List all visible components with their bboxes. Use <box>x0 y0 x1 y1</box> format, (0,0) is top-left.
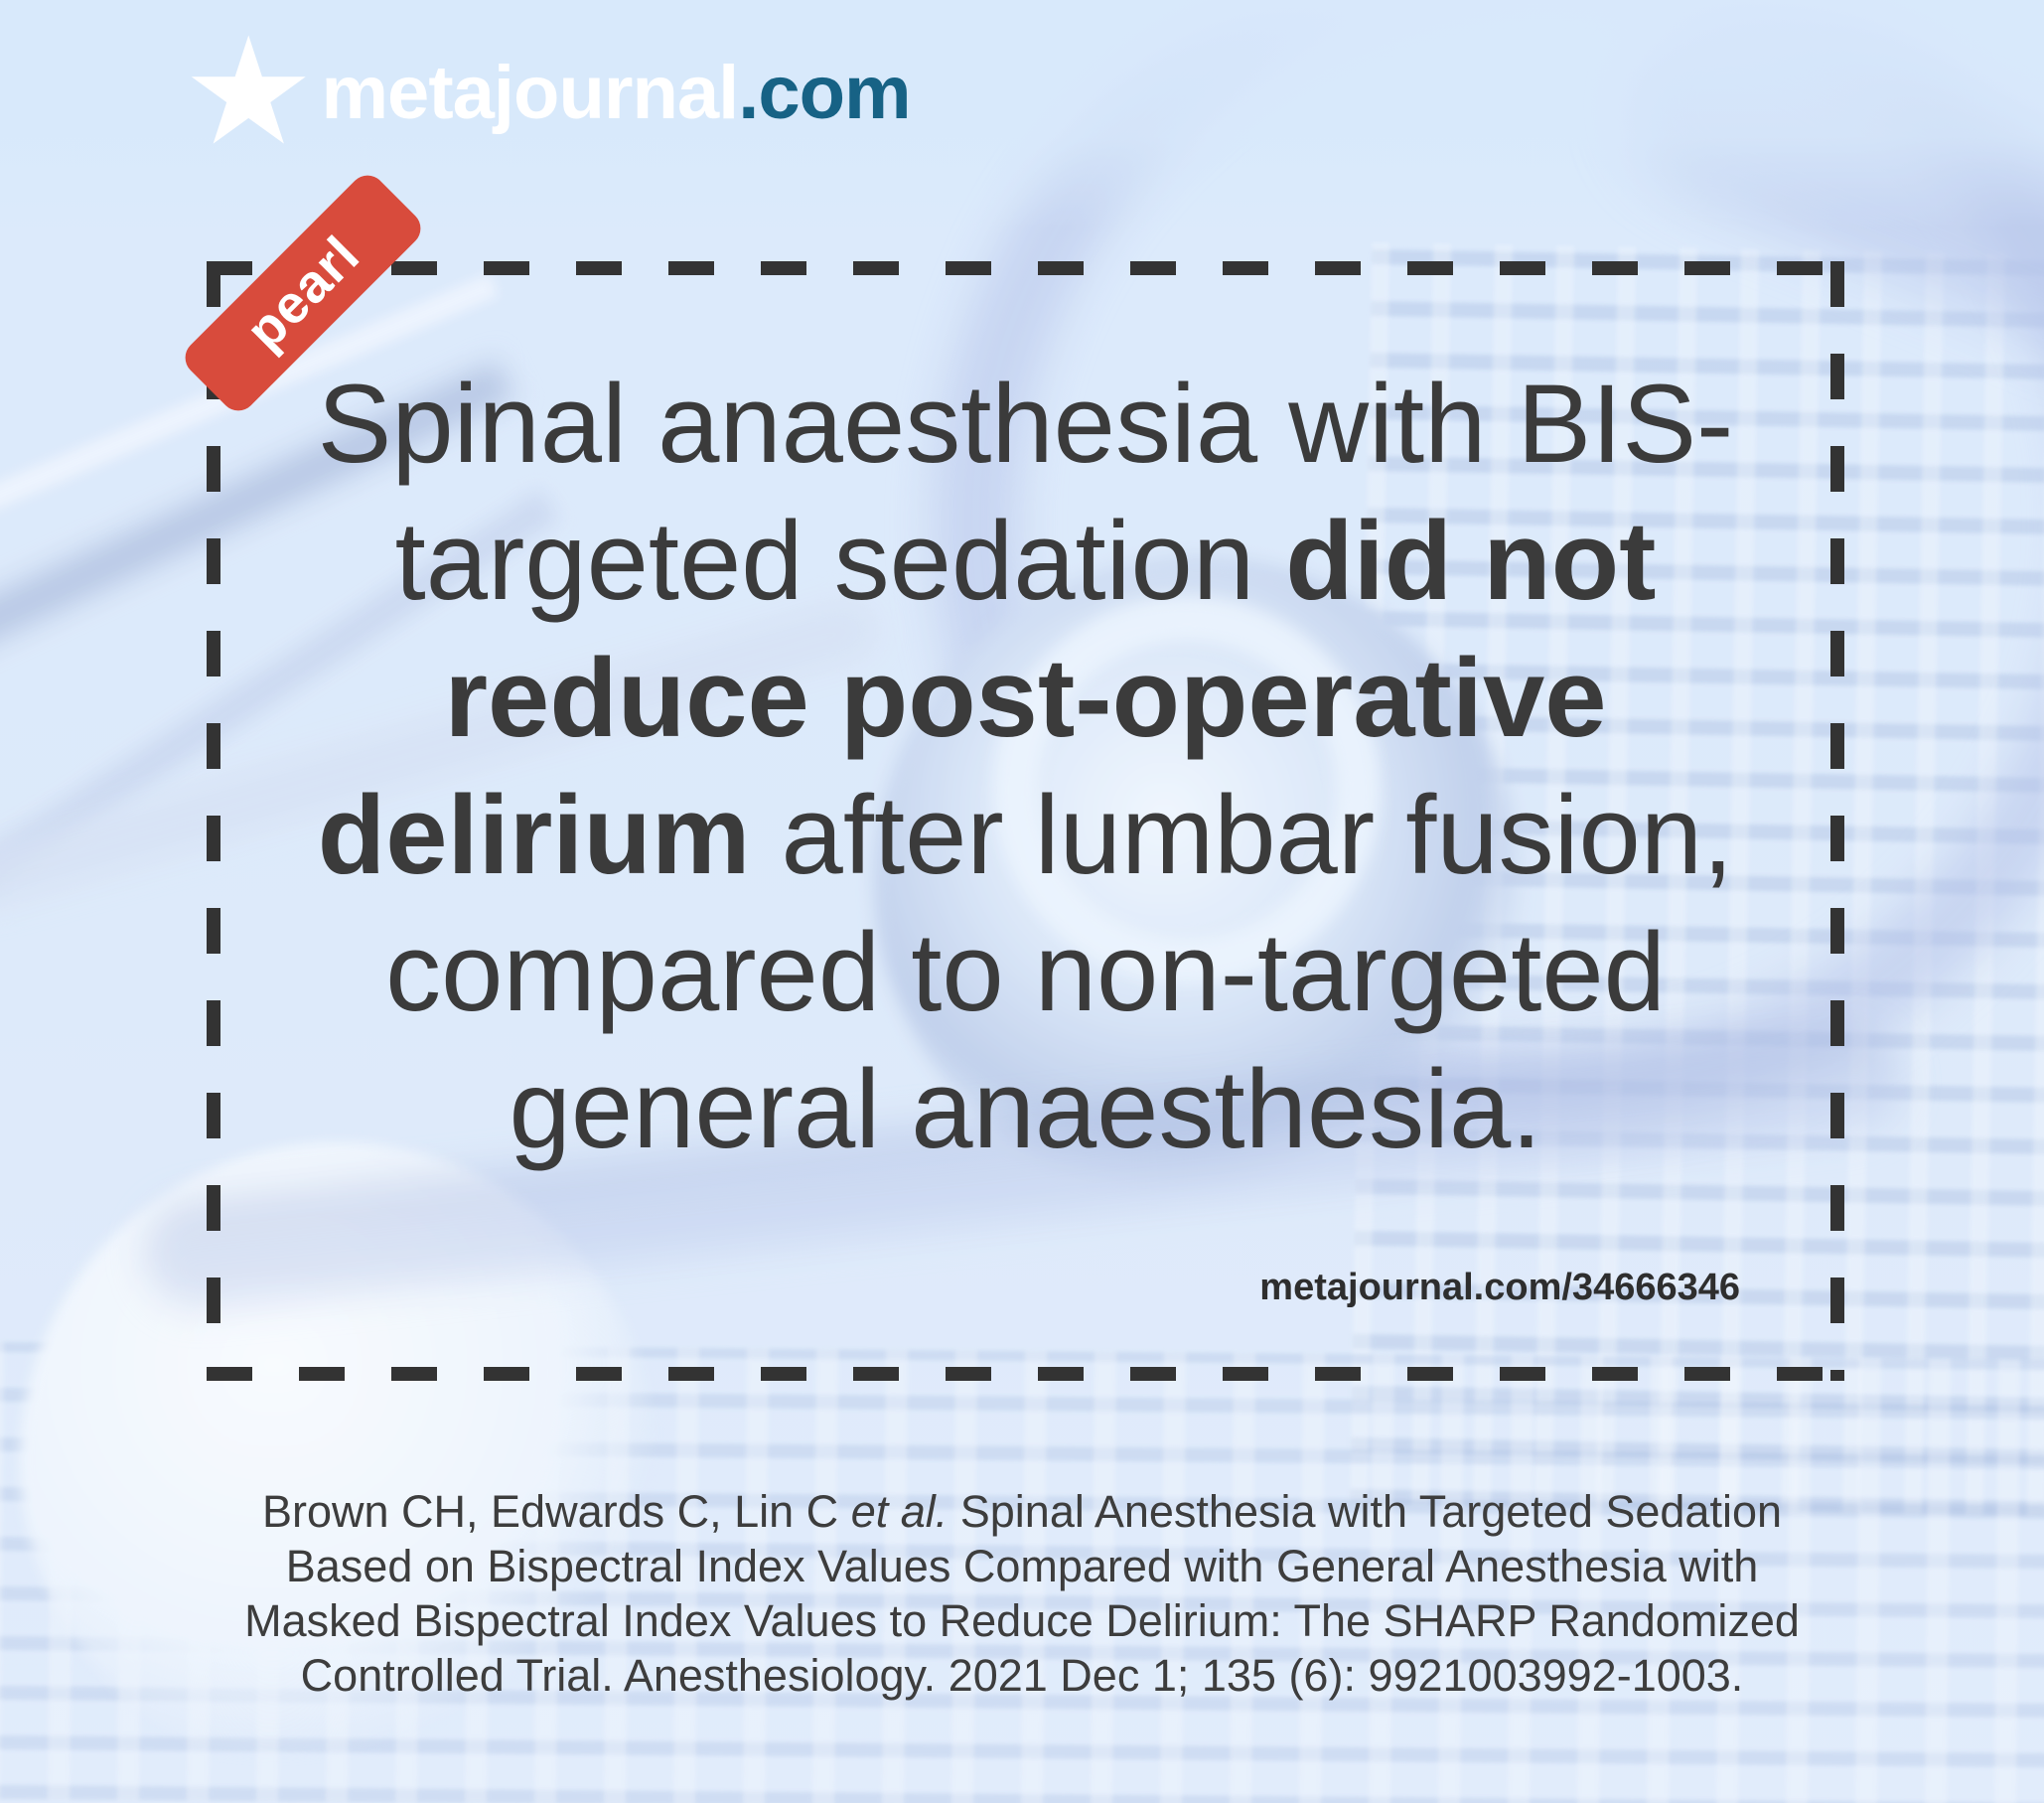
dashed-border-top <box>207 261 1844 275</box>
quote-box: Spinal anaesthesia with BIS-targeted sed… <box>207 261 1844 1381</box>
quote-line: delirium after lumbar fusion, <box>317 773 1734 897</box>
quote-text: Spinal anaesthesia with BIS-targeted sed… <box>230 356 1821 1178</box>
quote-line: targeted sedation did not <box>394 499 1657 623</box>
citation: Brown CH, Edwards C, Lin C et al. Spinal… <box>0 1484 2044 1703</box>
quote-line: compared to non-targeted <box>385 910 1666 1034</box>
citation-line: Masked Bispectral Index Values to Reduce… <box>244 1595 1800 1646</box>
quote-line: reduce post-operative <box>444 636 1607 760</box>
quote-line: general anaesthesia. <box>509 1047 1542 1171</box>
quote-line: Spinal anaesthesia with BIS- <box>317 362 1734 486</box>
citation-line: Controlled Trial. Anesthesiology. 2021 D… <box>300 1650 1744 1701</box>
source-url[interactable]: metajournal.com/34666346 <box>1259 1267 1740 1308</box>
metajournal-logo[interactable]: ★ metajournal .com <box>182 6 912 179</box>
dashed-border-right <box>1830 261 1844 1381</box>
logo-brand-text: metajournal <box>321 50 739 135</box>
citation-line: Based on Bispectral Index Values Compare… <box>285 1541 1759 1591</box>
dashed-border-left <box>207 261 220 1381</box>
star-icon: ★ <box>182 6 316 179</box>
citation-line: Brown CH, Edwards C, Lin C et al. Spinal… <box>261 1486 1783 1537</box>
dashed-border-bottom <box>207 1367 1844 1381</box>
logo-tld-text: .com <box>738 50 911 135</box>
